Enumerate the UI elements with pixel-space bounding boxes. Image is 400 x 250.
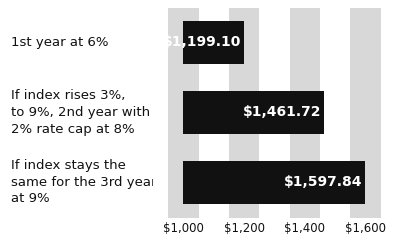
Bar [183, 21, 244, 64]
Bar [290, 8, 320, 218]
Text: 1st year at 6%: 1st year at 6% [12, 36, 109, 49]
Text: $1,199.10: $1,199.10 [163, 36, 241, 50]
Text: If index rises 3%,
to 9%, 2nd year with
2% rate cap at 8%: If index rises 3%, to 9%, 2nd year with … [12, 90, 150, 136]
Bar [183, 91, 324, 134]
Text: $1,597.84: $1,597.84 [284, 176, 362, 190]
Text: $1,461.72: $1,461.72 [243, 106, 321, 120]
Bar [229, 8, 259, 218]
Text: If index stays the
same for the 3rd year,
at 9%: If index stays the same for the 3rd year… [12, 160, 161, 206]
Bar [168, 8, 198, 218]
Bar [350, 8, 381, 218]
Bar [183, 161, 365, 204]
